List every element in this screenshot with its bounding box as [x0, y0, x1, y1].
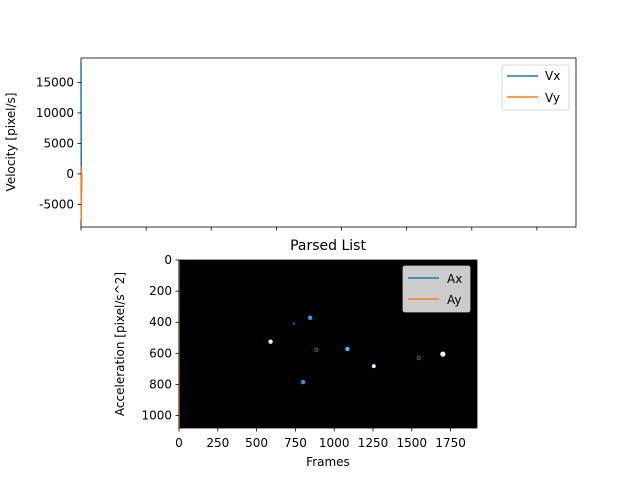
velocity-y-tick-label: 5000 [43, 136, 74, 150]
acceleration-x-tick-label: 500 [245, 436, 268, 450]
acceleration-plot-frame [178, 259, 478, 429]
frame-blobs [268, 315, 446, 385]
acceleration-x-tick-label: 1750 [435, 436, 466, 450]
velocity-legend: Vx Vy [501, 64, 570, 111]
velocity-y-axis-label: Velocity [pixel/s] [4, 93, 18, 192]
frame-blob [307, 315, 313, 321]
acceleration-x-axis-label: Frames [306, 455, 350, 469]
frame-blob [371, 364, 376, 369]
frame-blob [345, 346, 350, 352]
frame-blob [300, 379, 306, 385]
frame-blob [268, 339, 273, 344]
acceleration-y-ticks: 0 200 400 600 800 1000 [141, 253, 179, 423]
acceleration-y-tick-label: 400 [149, 315, 172, 329]
velocity-y-tick-label: 10000 [36, 106, 74, 120]
acceleration-y-tick-label: 200 [149, 284, 172, 298]
legend-label-vx: Vx [545, 69, 560, 83]
legend-label-vy: Vy [545, 91, 560, 105]
acceleration-y-tick-label: 600 [149, 346, 172, 360]
frame-blob-ring [314, 347, 319, 352]
acceleration-x-tick-label: 1000 [319, 436, 350, 450]
velocity-y-ticks: 15000 10000 5000 0 -5000 [36, 75, 81, 211]
legend-label-ax: Ax [447, 272, 462, 286]
acceleration-y-tick-label: 800 [149, 377, 172, 391]
velocity-y-tick-label: 15000 [36, 75, 74, 89]
acceleration-x-tick-label: 1500 [397, 436, 428, 450]
velocity-y-tick-label: -5000 [39, 197, 74, 211]
frame-blob-ring [416, 355, 421, 360]
acceleration-chart: Parsed List 0 200 400 600 800 1000 0 250 500 750… [113, 238, 478, 469]
acceleration-x-tick-label: 1250 [358, 436, 389, 450]
acceleration-x-tick-label: 250 [206, 436, 229, 450]
acceleration-x-ticks: 0 250 500 750 1000 1250 1500 1750 [175, 428, 466, 450]
velocity-plot-area [80, 57, 577, 228]
acceleration-x-tick-label: 750 [284, 436, 307, 450]
frame-blob [292, 322, 296, 325]
acceleration-legend: Ax Ay [402, 265, 471, 313]
velocity-y-tick-label: 0 [66, 167, 74, 181]
legend-label-ay: Ay [447, 293, 462, 307]
velocity-x-ticks [80, 227, 538, 231]
velocity-series-group [80, 61, 83, 220]
acceleration-chart-title: Parsed List [290, 238, 366, 254]
acceleration-y-axis-label: Acceleration [pixel/s^2] [113, 272, 127, 416]
velocity-series-vy [80, 166, 83, 220]
acceleration-y-tick-label: 0 [164, 253, 172, 267]
frame-blob [440, 351, 446, 357]
acceleration-x-tick-label: 0 [175, 436, 183, 450]
acceleration-y-tick-label: 1000 [141, 409, 172, 423]
